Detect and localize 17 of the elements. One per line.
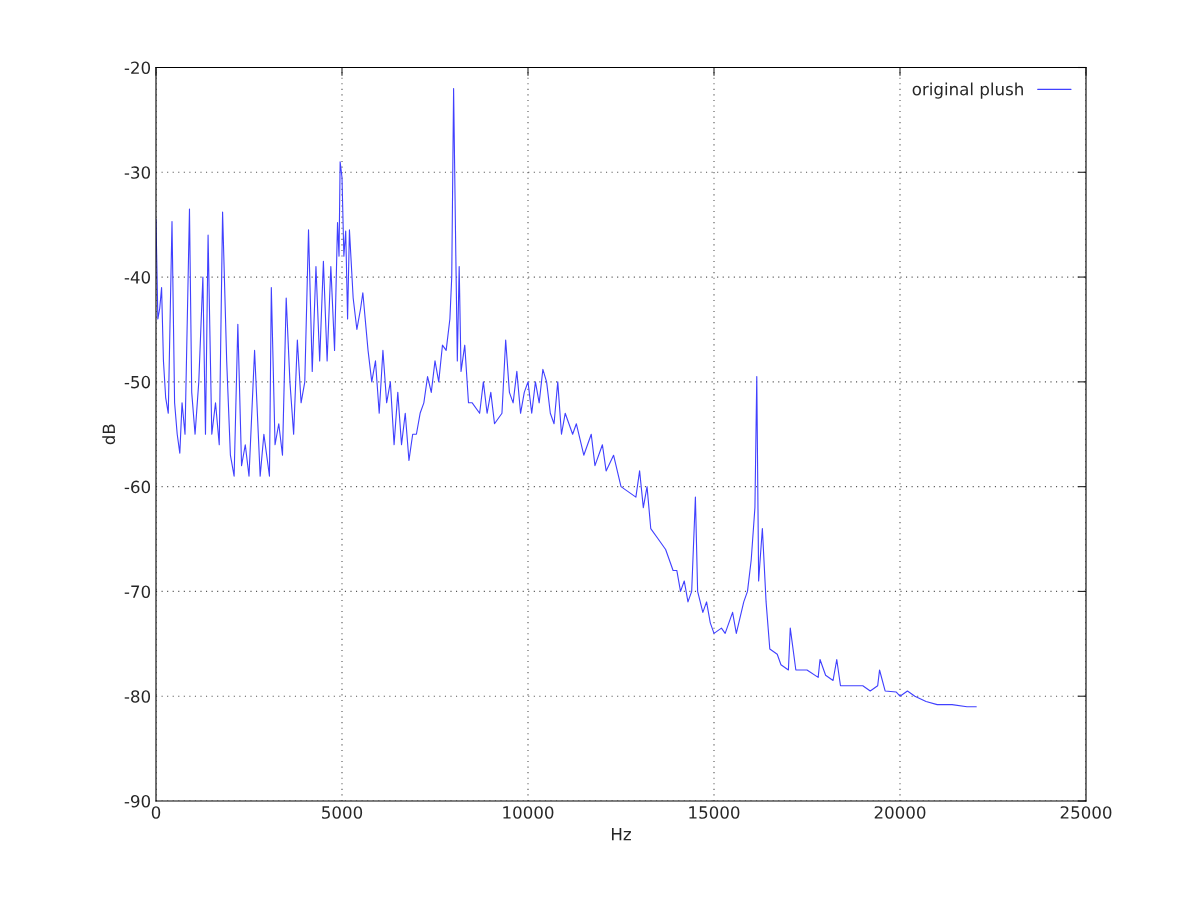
y-tick-label: -40 — [124, 271, 151, 284]
x-tick-label: 20000 — [874, 806, 926, 819]
x-tick-label: 0 — [151, 806, 161, 819]
x-tick-label: 5000 — [322, 806, 363, 819]
y-tick-label: -30 — [124, 166, 151, 179]
x-tick-label: 10000 — [503, 806, 554, 819]
x-tick-label: 15000 — [689, 806, 740, 819]
y-tick-label: -80 — [124, 690, 151, 703]
y-tick-label: -50 — [124, 375, 151, 389]
y-tick-label: -60 — [124, 480, 151, 494]
x-tick-label: 25000 — [1060, 806, 1112, 819]
legend-label: original plush — [912, 82, 1023, 99]
y-tick-label: -20 — [124, 61, 151, 75]
x-axis-title: Hz — [611, 828, 631, 841]
y-tick-label: -90 — [124, 794, 151, 808]
y-axis-title: dB — [102, 424, 116, 445]
y-tick-label: -70 — [124, 585, 151, 598]
